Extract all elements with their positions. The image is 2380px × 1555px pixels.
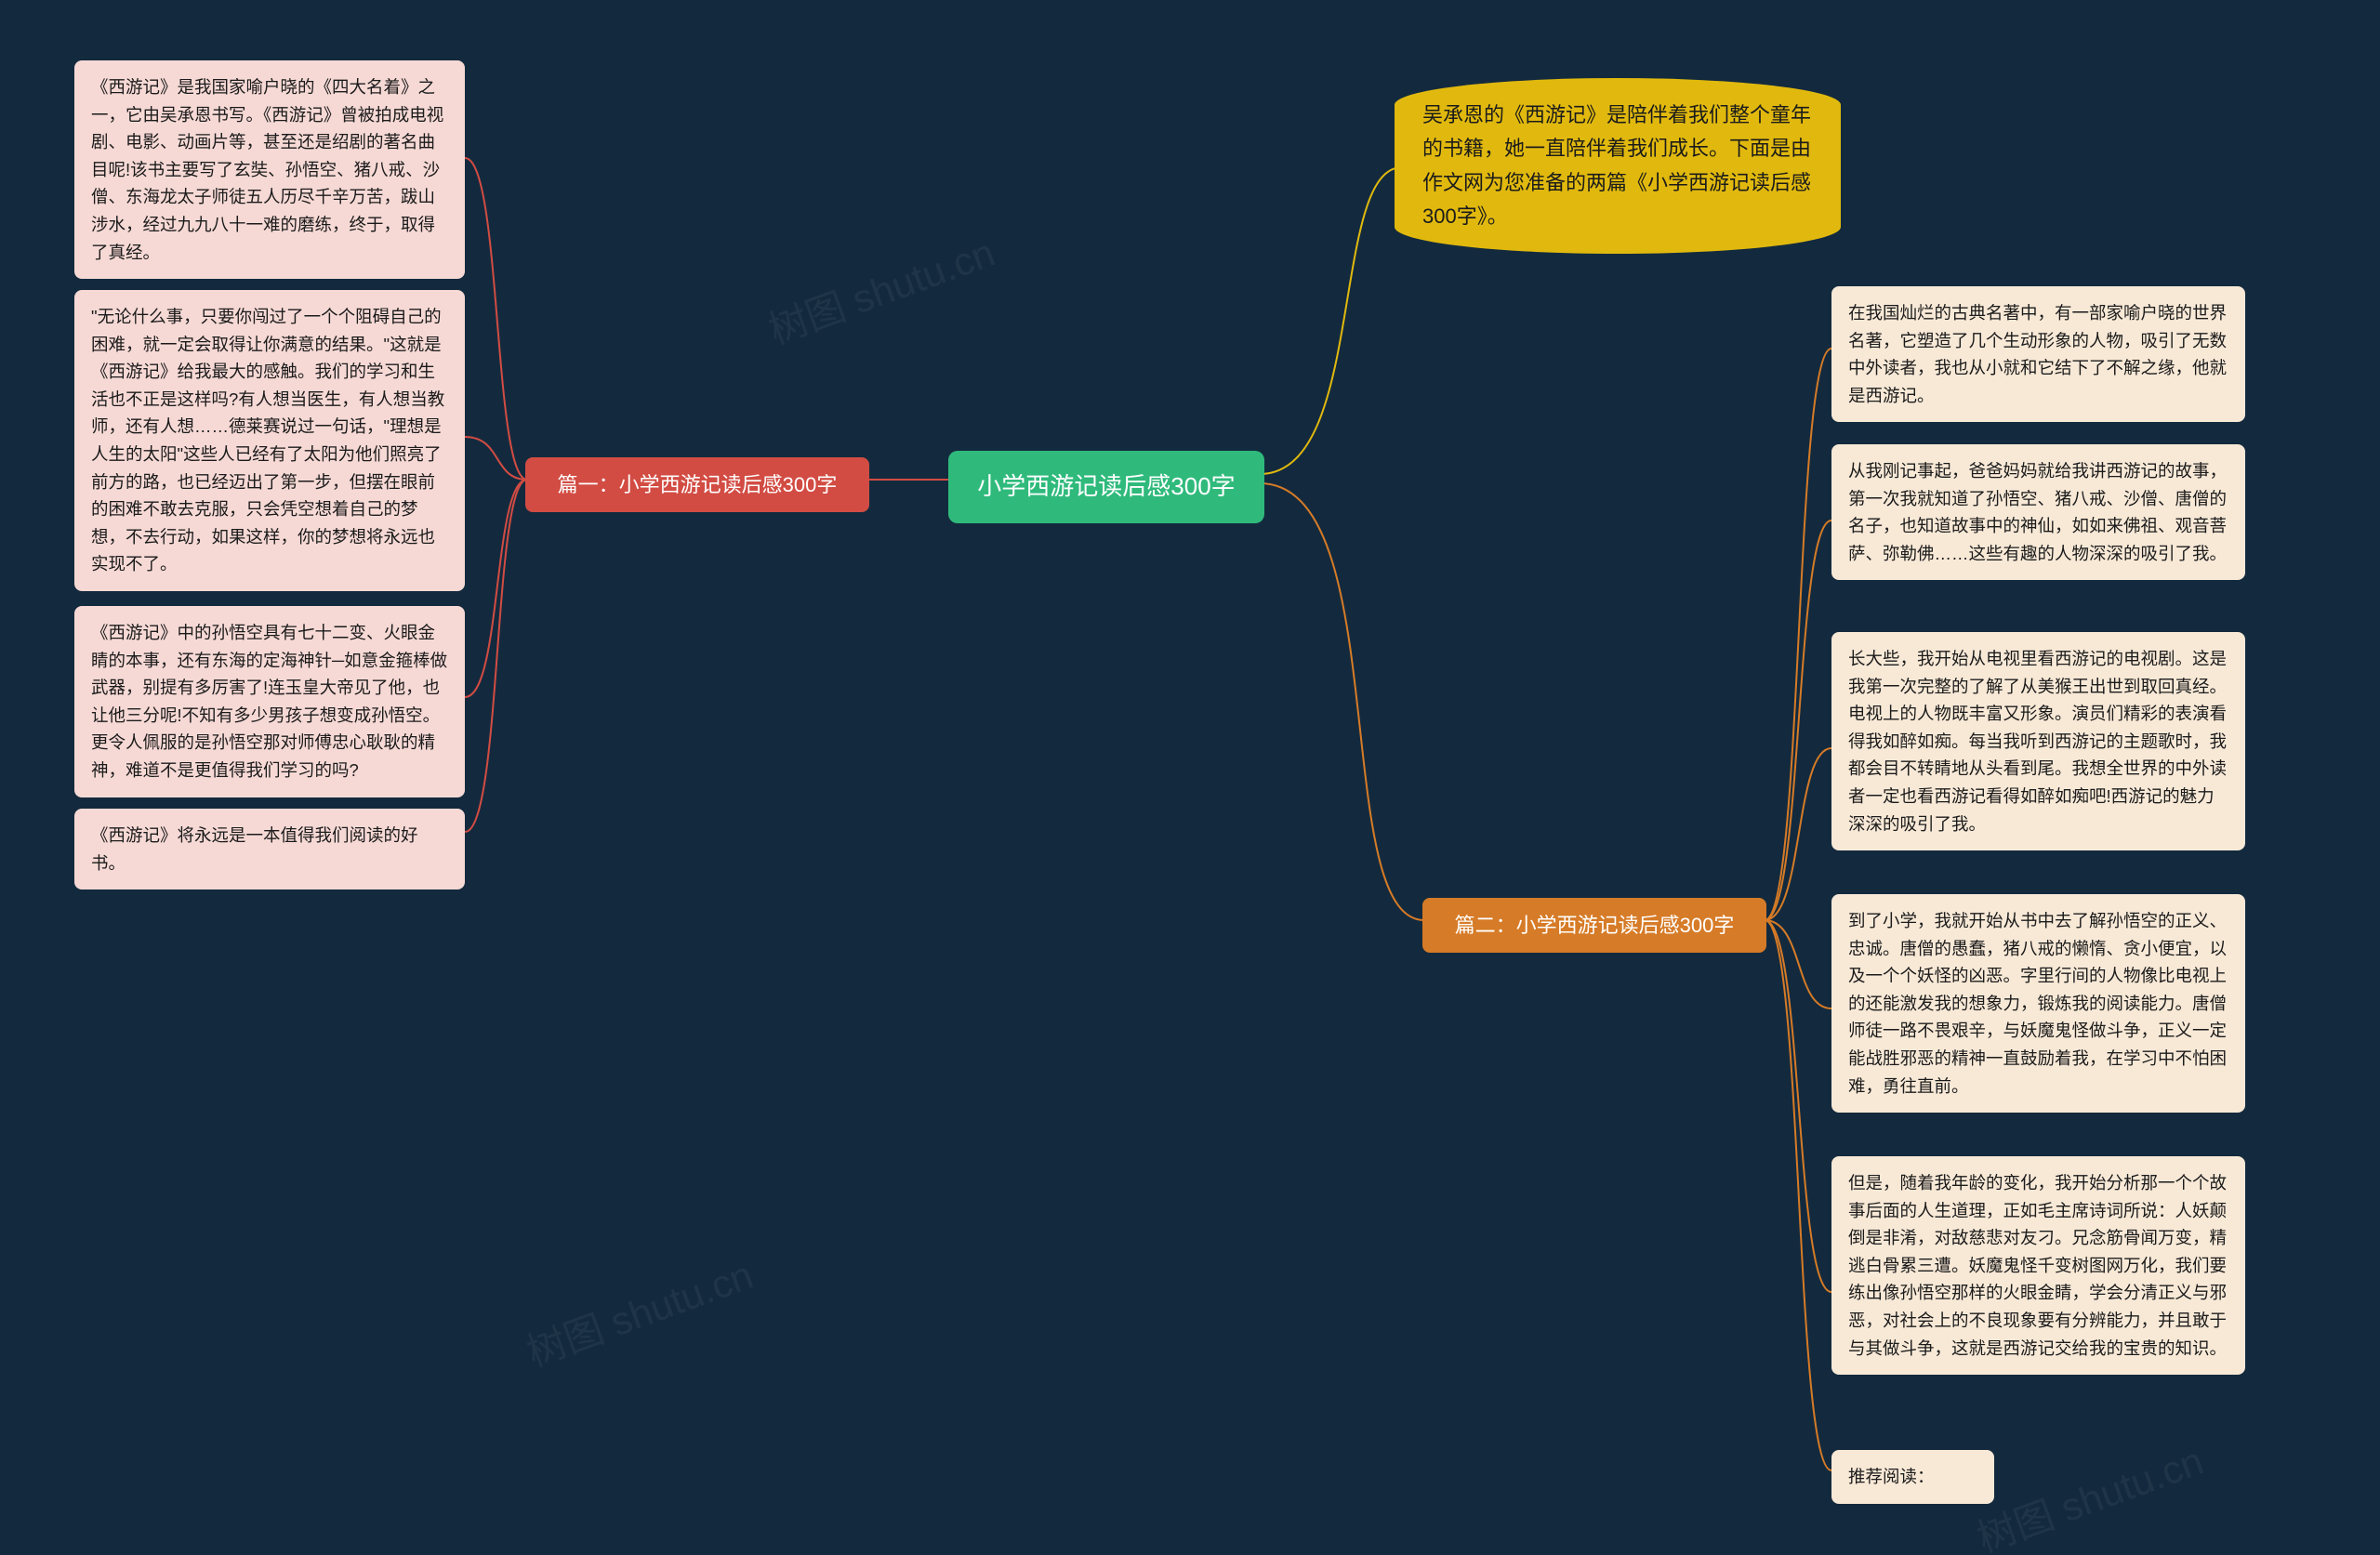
branch1-leaf[interactable]: 《西游记》中的孙悟空具有七十二变、火眼金睛的本事，还有东海的定海神针─如意金箍棒… [74, 606, 465, 797]
branch2-leaf[interactable]: 从我刚记事起，爸爸妈妈就给我讲西游记的故事，第一次我就知道了孙悟空、猪八戒、沙僧… [1831, 444, 2245, 580]
branch1-leaf[interactable]: 《西游记》是我国家喻户晓的《四大名着》之一，它由吴承恩书写。《西游记》曾被拍成电… [74, 60, 465, 279]
branch1-leaf[interactable]: 《西游记》将永远是一本值得我们阅读的好书。 [74, 809, 465, 890]
branch2-leaf[interactable]: 推荐阅读： [1831, 1450, 1994, 1504]
watermark: 树图 shutu.cn [518, 1244, 760, 1377]
branch2-leaf[interactable]: 到了小学，我就开始从书中去了解孙悟空的正义、忠诚。唐僧的愚蠢，猪八戒的懒惰、贪小… [1831, 894, 2245, 1113]
branch1-leaf[interactable]: "无论什么事，只要你闯过了一个个阻碍自己的困难，就一定会取得让你满意的结果。"这… [74, 290, 465, 591]
branch2-leaf[interactable]: 在我国灿烂的古典名著中，有一部家喻户晓的世界名著，它塑造了几个生动形象的人物，吸… [1831, 286, 2245, 422]
watermark: 树图 shutu.cn [760, 221, 1001, 355]
branch2-leaf[interactable]: 但是，随着我年龄的变化，我开始分析那一个个故事后面的人生道理，正如毛主席诗词所说… [1831, 1156, 2245, 1375]
watermark: 树图 shutu.cn [1968, 1430, 2210, 1555]
center-node[interactable]: 小学西游记读后感300字 [948, 451, 1264, 523]
intro-node[interactable]: 吴承恩的《西游记》是陪伴着我们整个童年的书籍，她一直陪伴着我们成长。下面是由作文… [1395, 78, 1841, 254]
branch1-node[interactable]: 篇一：小学西游记读后感300字 [525, 457, 869, 512]
branch2-leaf[interactable]: 长大些，我开始从电视里看西游记的电视剧。这是我第一次完整的了解了从美猴王出世到取… [1831, 632, 2245, 850]
branch2-node[interactable]: 篇二：小学西游记读后感300字 [1422, 898, 1766, 953]
